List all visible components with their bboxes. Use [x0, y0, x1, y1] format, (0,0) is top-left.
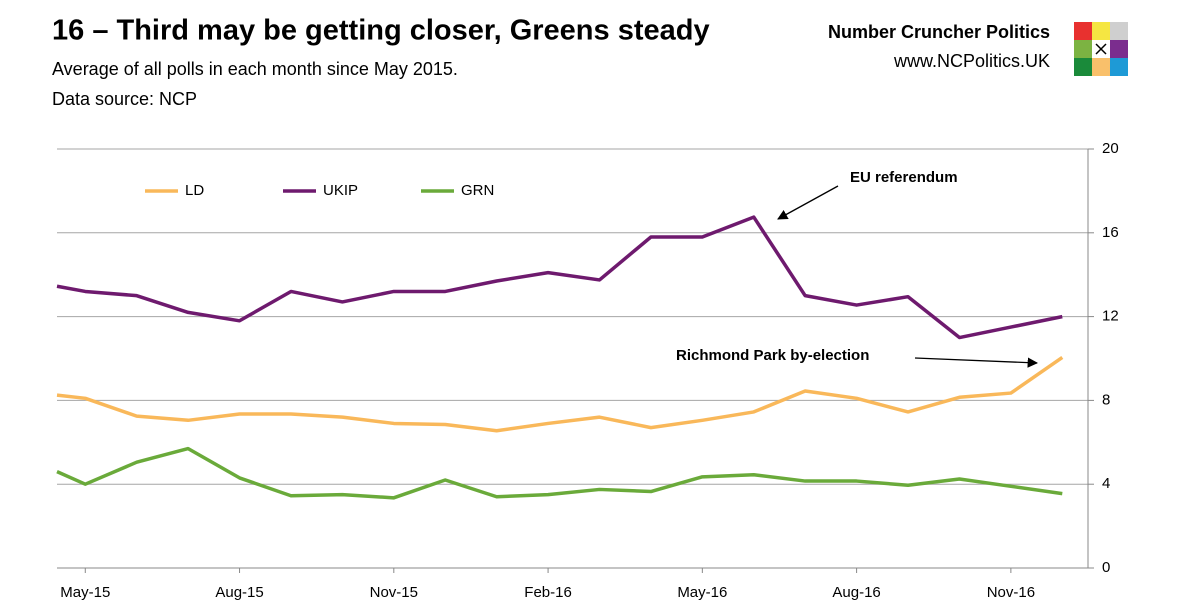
annotation-arrow: [777, 185, 839, 220]
annotation-arrow: [914, 357, 1039, 368]
chart-subtitle: Average of all polls in each month since…: [52, 59, 458, 79]
line-series: [56, 356, 1064, 433]
x-tick-label: Aug-15: [215, 584, 263, 601]
legend-label: LD: [185, 182, 204, 199]
chart-title: 16 – Third may be getting closer, Greens…: [52, 15, 710, 47]
brand-website: www.NCPolitics.UK: [893, 51, 1050, 71]
legend-label: UKIP: [323, 182, 358, 199]
line-series: [56, 215, 1063, 340]
y-tick-label: 4: [1102, 475, 1110, 492]
y-tick-label: 0: [1102, 559, 1110, 576]
x-tick-label: Feb-16: [524, 584, 572, 601]
line-series: [56, 446, 1063, 500]
x-tick-label: Nov-15: [370, 584, 418, 601]
chart-source: Data source: NCP: [52, 89, 197, 109]
logo: [1074, 22, 1128, 76]
x-tick-label: Nov-16: [987, 584, 1035, 601]
annotation: EU referendum: [850, 169, 958, 186]
x-tick-label: May-15: [60, 584, 110, 601]
y-tick-label: 12: [1102, 308, 1119, 325]
y-tick-label: 20: [1102, 140, 1119, 157]
y-tick-label: 8: [1102, 391, 1110, 408]
x-tick-label: Aug-16: [832, 584, 880, 601]
annotation: Richmond Park by-election: [676, 347, 869, 364]
legend-label: GRN: [461, 182, 494, 199]
y-tick-label: 16: [1102, 224, 1119, 241]
x-tick-label: May-16: [677, 584, 727, 601]
brand-name: Number Cruncher Politics: [828, 22, 1050, 42]
